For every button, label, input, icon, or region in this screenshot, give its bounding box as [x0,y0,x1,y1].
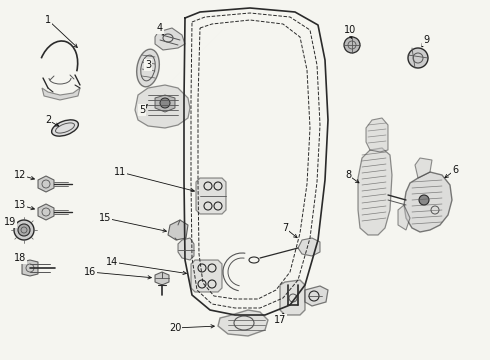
Text: 13: 13 [14,200,26,210]
Text: 1: 1 [45,15,51,25]
Text: 17: 17 [274,315,286,325]
Polygon shape [305,286,328,306]
Polygon shape [196,178,226,214]
Ellipse shape [51,120,78,136]
Text: 18: 18 [14,253,26,263]
Circle shape [344,37,360,53]
Text: 9: 9 [423,35,429,45]
Polygon shape [155,28,185,50]
Polygon shape [38,176,54,192]
Circle shape [419,195,429,205]
Ellipse shape [137,49,159,87]
Text: 5: 5 [139,105,145,115]
Polygon shape [404,172,452,232]
Polygon shape [178,238,194,260]
Text: 2: 2 [45,115,51,125]
Text: 8: 8 [345,170,351,180]
Text: 11: 11 [114,167,126,177]
Circle shape [18,224,30,236]
Polygon shape [155,95,175,112]
Polygon shape [358,148,392,235]
Text: 20: 20 [169,323,181,333]
Text: 7: 7 [282,223,288,233]
Text: 10: 10 [344,25,356,35]
Circle shape [14,220,34,240]
Polygon shape [135,85,190,128]
Polygon shape [155,272,169,285]
Text: 6: 6 [452,165,458,175]
Polygon shape [415,158,432,178]
Polygon shape [280,280,305,315]
Polygon shape [398,205,410,230]
Circle shape [408,48,428,68]
Text: 14: 14 [106,257,118,267]
Polygon shape [191,260,222,292]
Text: 19: 19 [4,217,16,227]
Polygon shape [366,118,388,152]
Polygon shape [298,238,320,256]
Polygon shape [168,220,188,240]
Polygon shape [42,88,80,100]
Text: 16: 16 [84,267,96,277]
Polygon shape [22,260,38,276]
Text: 15: 15 [99,213,111,223]
Text: 3: 3 [145,60,151,70]
Circle shape [160,98,170,108]
Polygon shape [218,310,268,336]
Polygon shape [38,204,54,220]
Text: 4: 4 [157,23,163,33]
Text: 12: 12 [14,170,26,180]
